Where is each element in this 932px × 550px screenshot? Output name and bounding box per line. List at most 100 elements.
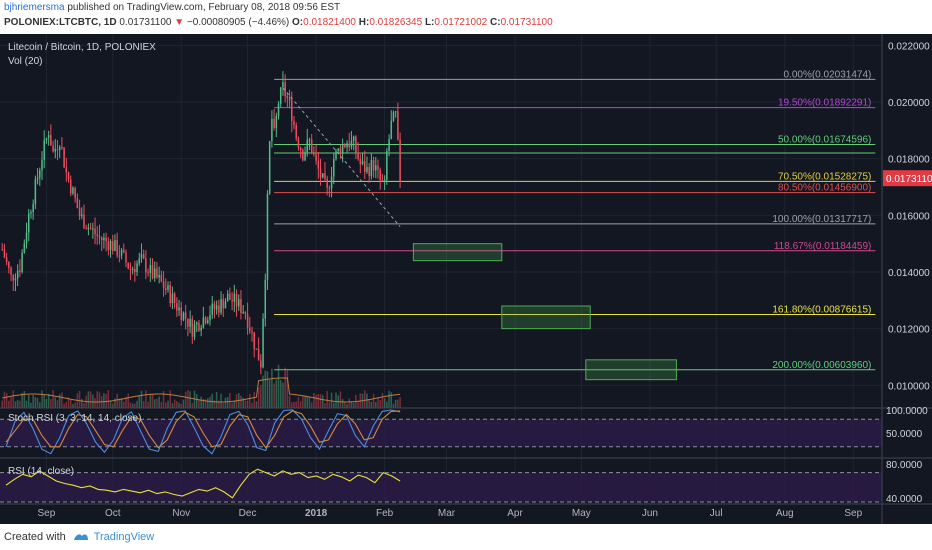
volume-bar	[251, 402, 253, 408]
volume-bar	[328, 402, 331, 408]
candle-body	[162, 281, 165, 289]
volume-bar	[313, 392, 315, 408]
volume-bar	[348, 398, 351, 408]
candle-body	[12, 274, 15, 281]
x-tick-label: Sep	[38, 508, 56, 519]
volume-bar	[96, 391, 99, 408]
volume-indicator-label: Vol (20)	[8, 56, 42, 67]
candle-body	[350, 140, 353, 148]
candle-body	[114, 240, 116, 251]
volume-bar	[297, 397, 300, 408]
x-tick-label: Nov	[172, 508, 190, 519]
candle-body	[147, 272, 149, 274]
volume-bar	[16, 400, 19, 408]
fibonacci-retracement[interactable]: 0.00%(0.02031474) 19.50%(0.01892291) 50.00…	[274, 69, 876, 371]
candle-body	[134, 269, 136, 273]
target-box[interactable]	[412, 243, 503, 262]
volume-bar	[377, 398, 379, 408]
candle-body	[85, 228, 87, 230]
x-tick-label: Feb	[376, 508, 394, 519]
candle-body	[299, 147, 302, 151]
volume-bar	[352, 403, 355, 408]
volume-bar	[67, 397, 70, 408]
volume-bar	[302, 395, 304, 408]
candle-body	[83, 214, 85, 229]
volume-bar	[379, 399, 381, 408]
volume-bar	[138, 395, 141, 408]
volume-bar	[293, 401, 295, 408]
chart-canvas[interactable]: 0.00%(0.02031474) 19.50%(0.01892291) 50.00…	[0, 34, 932, 524]
candle-body	[58, 146, 61, 150]
candle-body	[388, 139, 390, 151]
author-link[interactable]: bjhriemersma	[4, 2, 65, 13]
candle-body	[308, 139, 311, 141]
current-price-label: 0.01731100	[886, 174, 932, 185]
volume-bar	[341, 399, 344, 408]
volume-bar	[94, 398, 96, 408]
candle-body	[352, 136, 355, 141]
volume-bar	[125, 396, 127, 408]
x-tick-label: Sep	[844, 508, 862, 519]
volume-bar	[381, 393, 384, 408]
candle-body	[310, 139, 313, 154]
volume-bar	[255, 401, 258, 408]
volume-bar	[383, 398, 386, 408]
candle-body	[94, 228, 96, 235]
candle-body	[266, 193, 269, 281]
fib-level-label: 70.50%(0.01528275)	[778, 171, 871, 182]
volume-bar	[160, 402, 163, 408]
candle-body	[339, 148, 342, 154]
volume-bar	[291, 402, 293, 408]
candle-body	[54, 149, 57, 152]
candle-body	[207, 320, 209, 324]
volume-bar	[273, 383, 275, 408]
trend-line-segment[interactable]	[282, 87, 401, 227]
volume-bar	[211, 393, 213, 408]
candle-body	[317, 160, 320, 169]
trend-line[interactable]	[282, 87, 401, 227]
down-arrow-icon: ▼	[174, 17, 185, 28]
target-boxes[interactable]	[412, 243, 677, 381]
volume-bar	[215, 391, 218, 408]
volume-bar	[21, 393, 23, 408]
tradingview-brand[interactable]: TradingView	[93, 531, 155, 543]
fib-level-label: 200.00%(0.00603960)	[772, 360, 871, 371]
volume-bar	[5, 393, 8, 408]
volume-bar	[253, 391, 255, 408]
indicator-band	[0, 472, 882, 502]
candle-body	[315, 154, 317, 161]
target-box[interactable]	[585, 359, 677, 381]
volume-bar	[136, 400, 138, 408]
volume-bar	[277, 364, 280, 408]
volume-bar	[187, 390, 189, 408]
candle-body	[182, 312, 185, 321]
chart-header: bjhriemersma published on TradingView.co…	[0, 0, 932, 34]
volume-bar	[184, 391, 187, 408]
candle-body	[109, 240, 112, 251]
candle-body	[224, 301, 227, 309]
candle-body	[348, 143, 351, 148]
candle-body	[302, 150, 304, 161]
candle-body	[379, 169, 381, 181]
candle-body	[111, 240, 114, 251]
volume-bar	[105, 393, 107, 408]
volume-bar	[333, 402, 335, 408]
volume-bar	[39, 402, 41, 408]
candle-body	[32, 204, 34, 213]
volume-bar	[198, 399, 200, 408]
close-value: 0.01731100	[500, 17, 553, 28]
candle-body	[288, 98, 291, 101]
volume-bar	[357, 401, 359, 408]
candle-body	[187, 318, 189, 327]
candle-body	[209, 314, 211, 321]
volume-bar	[72, 403, 74, 408]
target-box[interactable]	[501, 305, 591, 330]
candle-body	[96, 234, 99, 236]
volume-bar	[176, 400, 178, 408]
fib-level-label: 161.80%(0.00876615)	[772, 305, 871, 316]
volume-bar	[109, 401, 112, 408]
candle-body	[386, 150, 388, 180]
volume-bar	[257, 387, 260, 408]
x-tick-label: Aug	[776, 508, 794, 519]
volume-bar	[226, 397, 229, 408]
